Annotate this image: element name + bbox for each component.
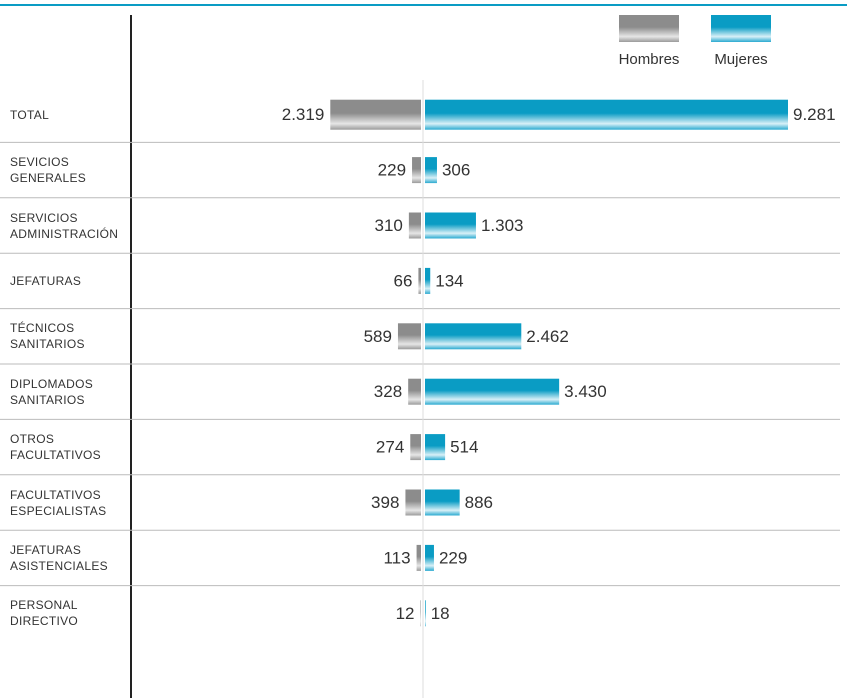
category-label: OTROS FACULTATIVOS: [10, 432, 101, 463]
bar: [418, 267, 421, 294]
category-label: DIPLOMADOS SANITARIOS: [10, 376, 94, 407]
value-label: 328: [374, 382, 402, 401]
bar: [425, 544, 434, 571]
legend-swatch: [619, 15, 679, 42]
legend-label: Hombres: [619, 51, 680, 68]
value-label: 274: [376, 438, 404, 457]
bar: [425, 99, 788, 130]
bar: [408, 378, 421, 405]
bar: [416, 544, 421, 571]
bar: [412, 157, 421, 184]
value-label: 2.319: [282, 105, 325, 124]
bar: [330, 99, 421, 130]
bar: [425, 212, 476, 239]
category-label: FACULTATIVOS ESPECIALISTAS: [10, 487, 107, 518]
category-label: PERSONAL DIRECTIVO: [10, 598, 79, 629]
value-label: 229: [439, 548, 467, 567]
bar: [425, 323, 522, 350]
value-label: 18: [431, 604, 450, 623]
category-label: JEFATURAS ASISTENCIALES: [10, 542, 108, 573]
category-label: TÉCNICOS SANITARIOS: [10, 321, 85, 352]
value-label: 514: [450, 438, 478, 457]
value-label: 229: [378, 161, 406, 180]
bar: [425, 434, 446, 461]
value-label: 134: [435, 271, 463, 290]
value-label: 3.430: [564, 382, 607, 401]
category-label: TOTAL: [10, 107, 50, 122]
bar: [410, 434, 421, 461]
value-label: 310: [375, 216, 403, 235]
value-label: 9.281: [793, 105, 836, 124]
bar: [425, 267, 431, 294]
value-label: 398: [371, 493, 399, 512]
bar: [408, 212, 421, 239]
value-label: 12: [396, 604, 415, 623]
bar: [425, 489, 460, 516]
value-label: 886: [465, 493, 493, 512]
category-label: SERVICIOS ADMINISTRACIÓN: [10, 210, 119, 241]
value-label: 589: [364, 327, 392, 346]
value-label: 66: [393, 271, 412, 290]
value-label: 2.462: [526, 327, 569, 346]
category-label: JEFATURAS: [10, 273, 82, 288]
bar: [425, 157, 437, 184]
value-label: 1.303: [481, 216, 524, 235]
category-label: SEVICIOS GENERALES: [10, 155, 87, 186]
bar: [425, 378, 560, 405]
bar: [425, 600, 426, 627]
value-label: 113: [383, 548, 410, 567]
bar: [405, 489, 421, 516]
legend-label: Mujeres: [714, 51, 767, 68]
legend-swatch: [711, 15, 771, 42]
value-label: 306: [442, 161, 470, 180]
bar: [397, 323, 421, 350]
